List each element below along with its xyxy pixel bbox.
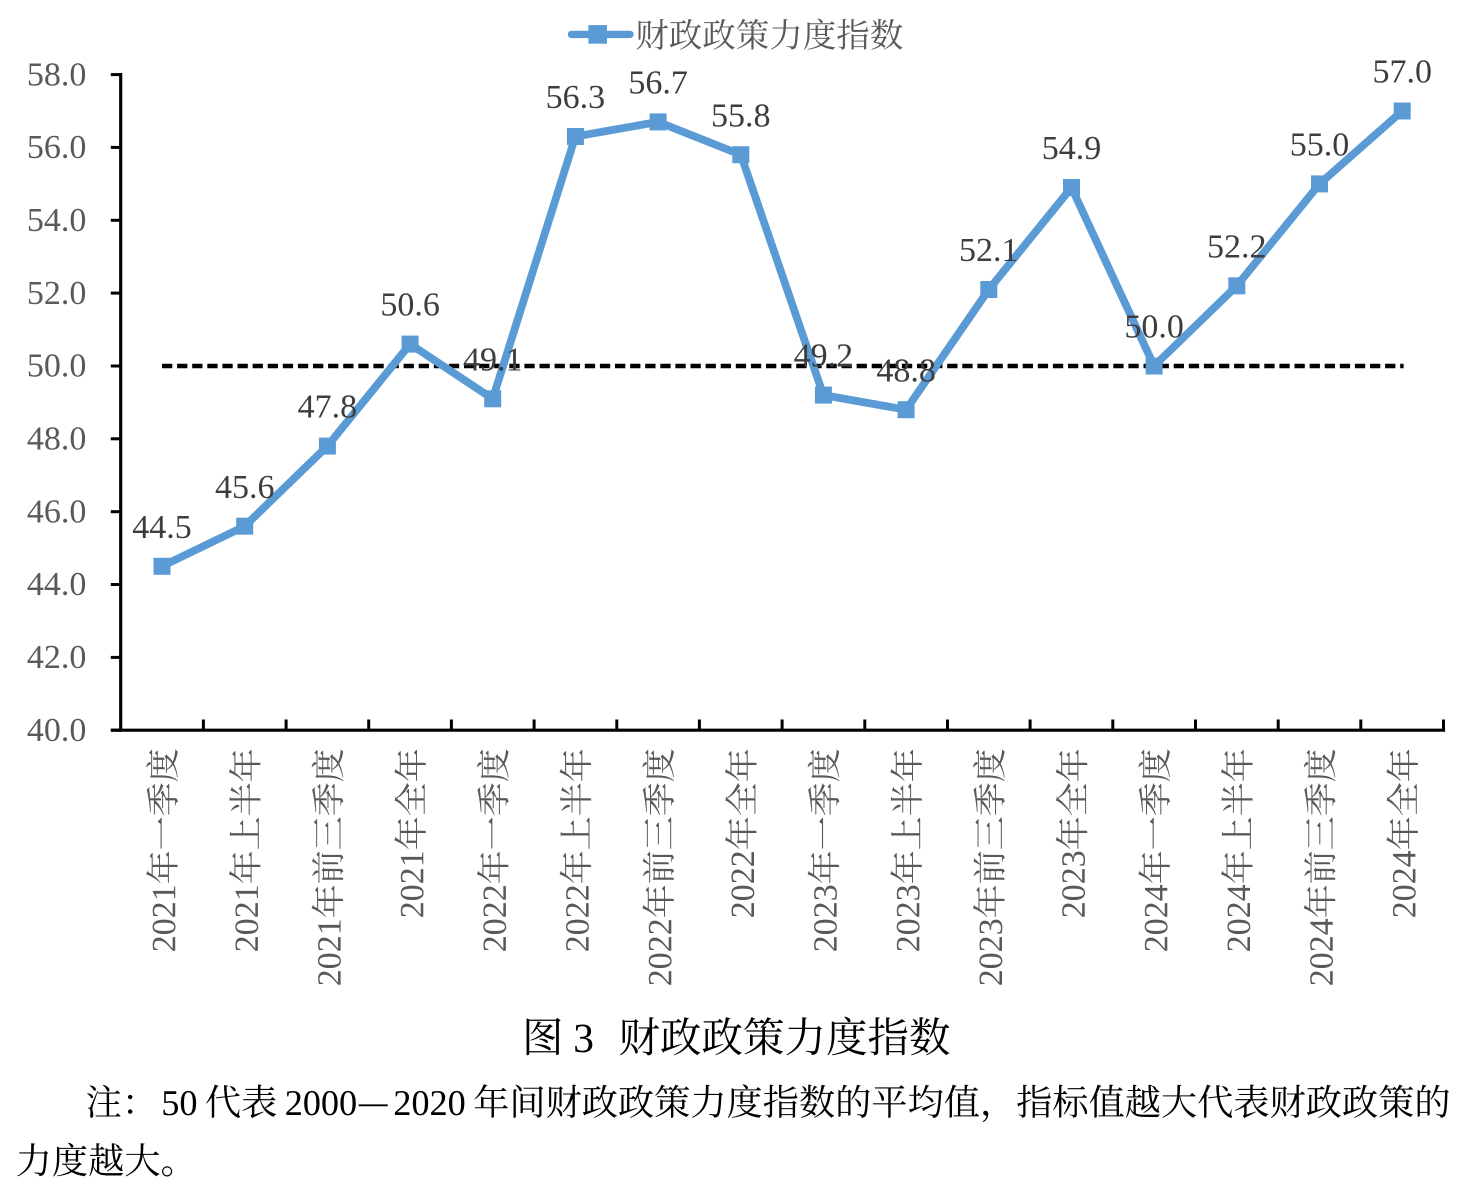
svg-text:46.0: 46.0 [27, 493, 87, 530]
svg-text:44.5: 44.5 [132, 509, 192, 546]
svg-text:49.1: 49.1 [463, 341, 523, 378]
svg-text:52.2: 52.2 [1207, 228, 1267, 265]
svg-text:56.7: 56.7 [628, 65, 688, 102]
svg-text:58.0: 58.0 [27, 56, 87, 93]
svg-text:50.6: 50.6 [380, 287, 440, 324]
svg-text:57.0: 57.0 [1372, 54, 1432, 91]
svg-text:56.3: 56.3 [546, 79, 606, 116]
svg-text:50.0: 50.0 [27, 348, 87, 385]
svg-text:55.8: 55.8 [711, 97, 771, 134]
svg-text:48.8: 48.8 [876, 352, 936, 389]
svg-text:52.1: 52.1 [959, 232, 1019, 269]
svg-text:47.8: 47.8 [298, 389, 358, 426]
svg-text:40.0: 40.0 [27, 712, 87, 749]
svg-text:48.0: 48.0 [27, 421, 87, 458]
svg-text:49.2: 49.2 [794, 338, 854, 375]
svg-text:54.9: 54.9 [1042, 130, 1102, 167]
svg-text:55.0: 55.0 [1290, 127, 1350, 164]
svg-text:54.0: 54.0 [27, 202, 87, 239]
svg-text:50.0: 50.0 [1124, 309, 1184, 346]
svg-text:56.0: 56.0 [27, 129, 87, 166]
svg-text:45.6: 45.6 [215, 469, 275, 506]
svg-text:44.0: 44.0 [27, 566, 87, 603]
svg-text:42.0: 42.0 [27, 639, 87, 676]
svg-text:52.0: 52.0 [27, 275, 87, 312]
